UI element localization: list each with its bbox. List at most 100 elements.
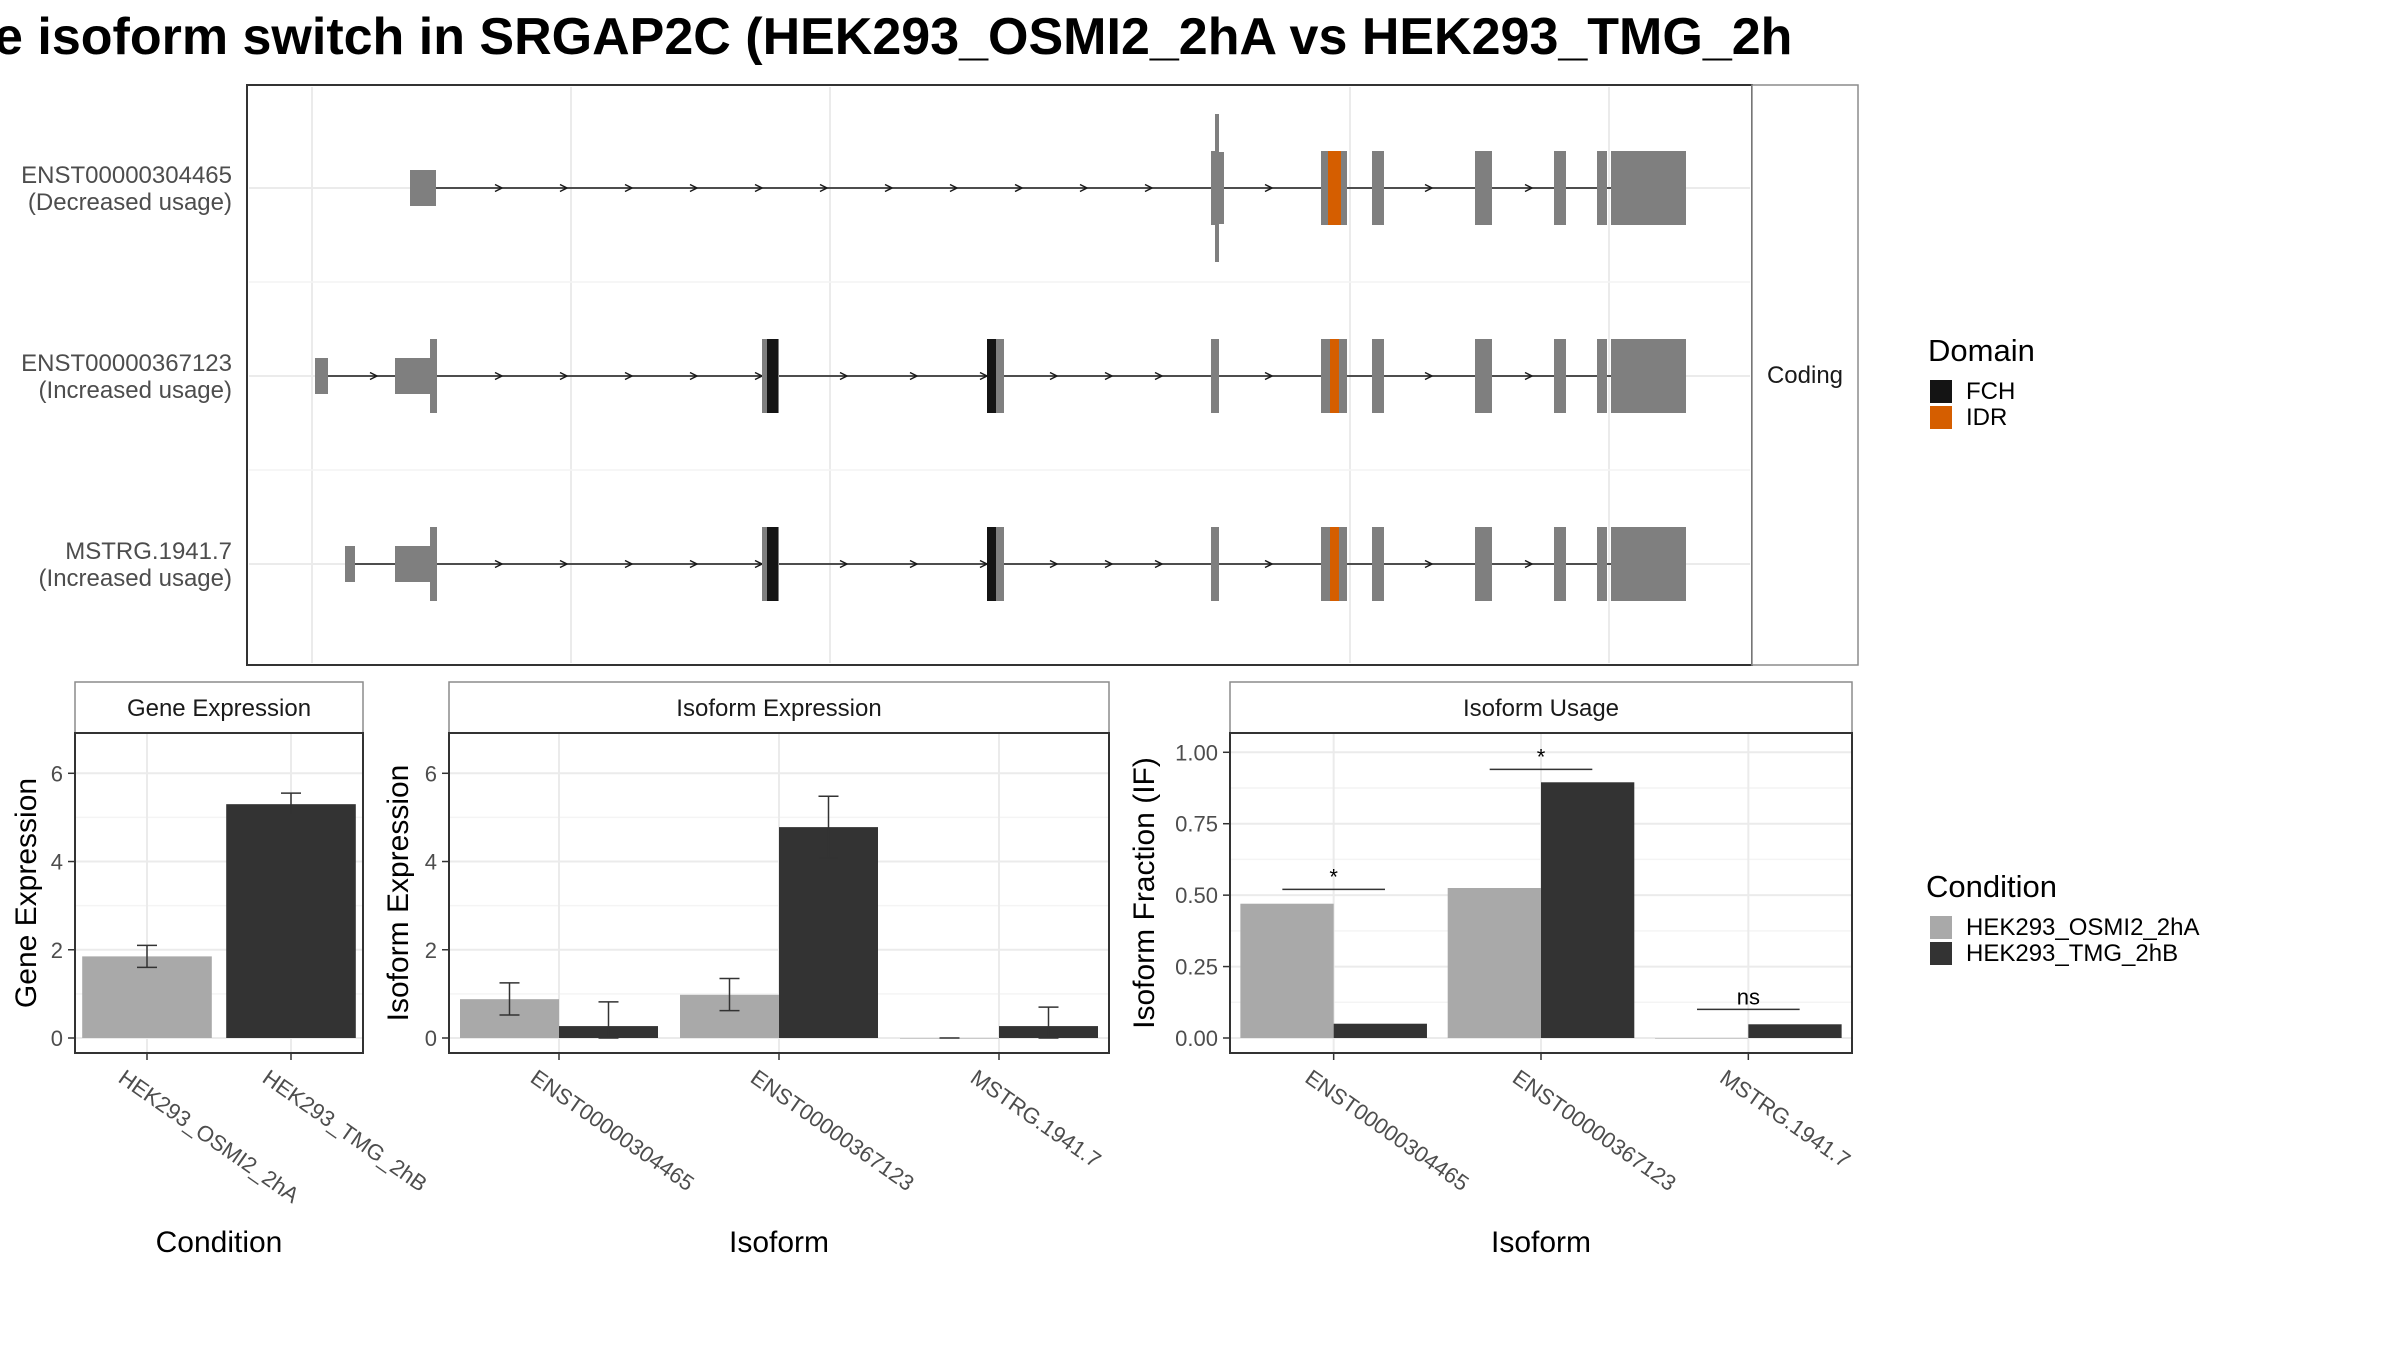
- chart-strip: [74, 681, 364, 734]
- bar-condition-a: [82, 956, 212, 1038]
- transcript-panel: Coding ENST00000304465 (Decreased usage)…: [21, 84, 1859, 666]
- chart-title: Isoform Usage: [1463, 695, 1619, 722]
- chart-panel-border: [74, 732, 364, 1054]
- bar-condition-a: [1240, 903, 1334, 1038]
- significance-label: ns: [1737, 984, 1760, 1009]
- strand-arrow: [624, 183, 634, 193]
- strand-arrow: [689, 371, 699, 381]
- exon: [1554, 339, 1566, 413]
- strand-arrow: [909, 371, 919, 381]
- strand-arrow: [624, 559, 634, 569]
- strand-arrow: [494, 559, 504, 569]
- strand-arrow: [1524, 371, 1534, 381]
- strand-arrow: [1264, 371, 1274, 381]
- domain-fch: [767, 339, 778, 413]
- bar-condition-a: [1655, 1038, 1749, 1039]
- x-tick-label: ENST00000304465: [526, 1065, 699, 1196]
- x-axis-title: Isoform: [729, 1226, 829, 1259]
- strand-arrow: [1524, 559, 1534, 569]
- y-axis-title: Isoform Fraction (IF): [1128, 757, 1161, 1029]
- strand-arrow: [949, 183, 959, 193]
- isoform-expression-chart: Isoform Expression 0 2 4 6 ENST00000304465 ENS…: [382, 681, 1110, 1259]
- domain-legend-title: Domain: [1928, 333, 2035, 368]
- exon: [1611, 151, 1620, 225]
- x-tick-label: MSTRG.1941.7: [1715, 1065, 1855, 1173]
- bar-condition-a: [1447, 888, 1541, 1038]
- condition-legend-title: Condition: [1926, 869, 2057, 904]
- x-axis-title: Isoform: [1491, 1226, 1591, 1259]
- y-axis-title: Gene Expression: [10, 778, 43, 1008]
- y-tick-label: 0.25: [1175, 955, 1218, 980]
- strand-arrow: [819, 183, 829, 193]
- exon: [1597, 151, 1607, 225]
- chart-title: Gene Expression: [127, 695, 311, 722]
- transcript-usage-label: (Increased usage): [39, 377, 232, 404]
- exon: [395, 546, 430, 582]
- gene-expression-chart: Gene Expression0246HEK293_OSMI2_2hAHEK29…: [10, 681, 432, 1259]
- transcript-row-1: [315, 339, 1686, 413]
- transcript-label-1: ENST00000367123 (Increased usage): [21, 350, 232, 404]
- domain-legend-key-idr: [1930, 406, 1952, 429]
- domain-fch: [987, 339, 996, 413]
- strand-arrow: [909, 559, 919, 569]
- exon: [1211, 339, 1219, 413]
- strand-arrow: [1264, 183, 1274, 193]
- condition-legend-key-b: [1930, 942, 1952, 965]
- exon: [430, 527, 437, 601]
- transcript-label-0: ENST00000304465 (Decreased usage): [21, 162, 232, 216]
- transcript-label-2: MSTRG.1941.7 (Increased usage): [39, 538, 232, 592]
- exon: [395, 358, 430, 394]
- strand-arrow: [1104, 559, 1114, 569]
- strand-arrow: [839, 559, 849, 569]
- x-tick-label: ENST00000304465: [1301, 1065, 1474, 1196]
- bar-condition-b: [226, 804, 356, 1038]
- exon: [1611, 527, 1620, 601]
- transcript-id-label: ENST00000367123: [21, 350, 232, 377]
- strand-arrow: [689, 559, 699, 569]
- exon: [1372, 151, 1384, 225]
- y-tick-label: 0.75: [1175, 812, 1218, 837]
- domain-fch: [767, 527, 778, 601]
- strand-arrow: [1264, 559, 1274, 569]
- exon: [430, 339, 437, 413]
- exon: [1475, 151, 1492, 225]
- figure-title: e isoform switch in SRGAP2C (HEK293_OSMI…: [0, 8, 1792, 66]
- isoform-usage-chart: Isoform Usage 0.00 0.25 0.50 0.75 1.00 * ENST00…: [1128, 681, 1855, 1259]
- strand-arrow: [1049, 371, 1059, 381]
- exon: [1620, 151, 1686, 225]
- bar-condition-b: [1748, 1024, 1842, 1038]
- strand-arrow: [559, 371, 569, 381]
- condition-legend-label-a: HEK293_OSMI2_2hA: [1966, 914, 2199, 941]
- strand-arrow: [839, 371, 849, 381]
- condition-legend-key-a: [1930, 916, 1952, 939]
- domain-idr: [1330, 527, 1339, 601]
- exon: [410, 170, 436, 206]
- bar-condition-b: [1333, 1023, 1427, 1038]
- exon: [345, 546, 355, 582]
- y-tick-label: 2: [425, 938, 437, 963]
- exon: [1597, 339, 1607, 413]
- exon: [1218, 152, 1224, 224]
- strand-arrow: [1104, 371, 1114, 381]
- y-tick-label: 6: [51, 761, 63, 786]
- strand-arrow: [559, 183, 569, 193]
- y-tick-label: 0: [51, 1026, 63, 1051]
- exon: [1372, 527, 1384, 601]
- x-tick-label: MSTRG.1941.7: [966, 1065, 1106, 1173]
- strand-arrow: [494, 183, 504, 193]
- domain-idr: [1328, 151, 1341, 225]
- strand-arrow: [689, 183, 699, 193]
- bar-condition-b: [779, 827, 878, 1038]
- chart-title: Isoform Expression: [676, 695, 881, 722]
- y-tick-label: 0.00: [1175, 1026, 1218, 1051]
- exon: [1215, 114, 1219, 262]
- exon: [1554, 527, 1566, 601]
- transcript-strip-label: Coding: [1767, 362, 1843, 389]
- y-tick-label: 4: [425, 850, 437, 875]
- strand-arrow: [884, 183, 894, 193]
- exon: [315, 358, 328, 394]
- strand-arrow: [1154, 371, 1164, 381]
- strand-arrow: [1524, 183, 1534, 193]
- strand-arrow: [494, 371, 504, 381]
- exon: [1611, 339, 1620, 413]
